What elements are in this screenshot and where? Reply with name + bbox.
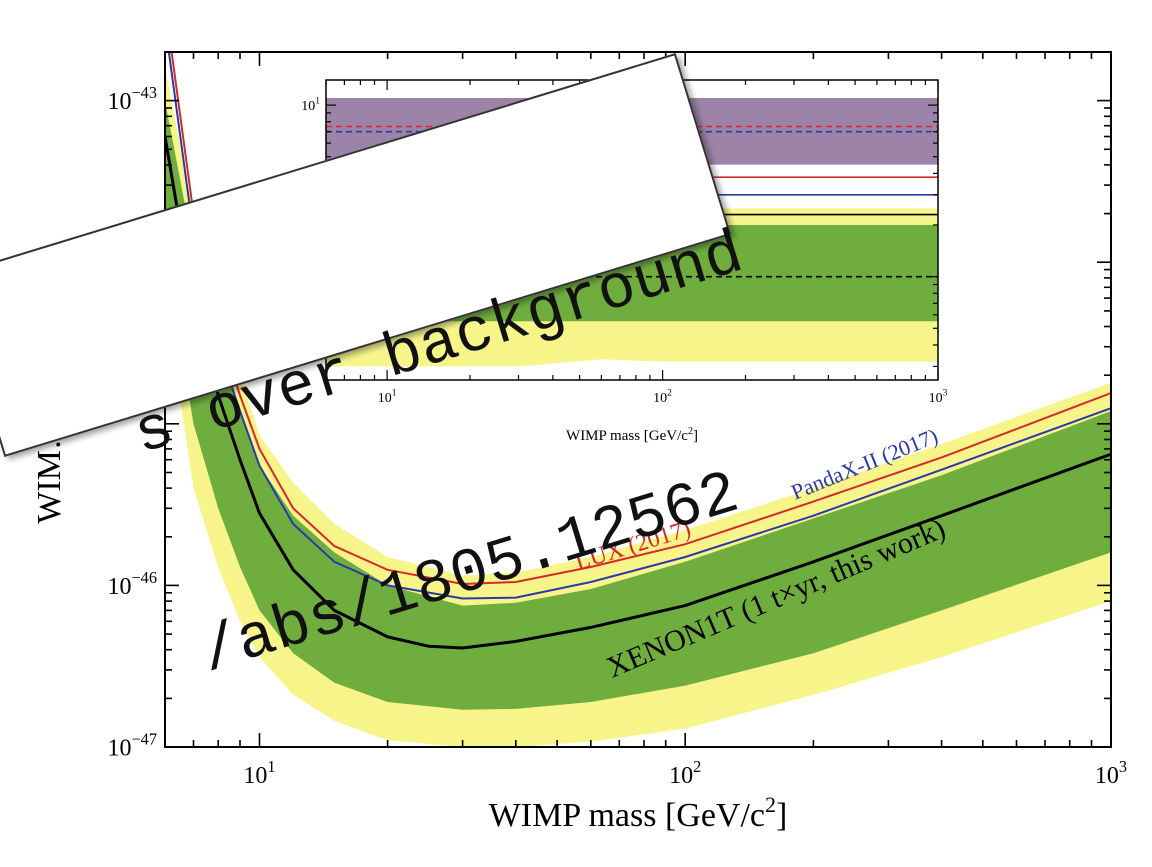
main-x-tick-exp: 3 bbox=[1119, 757, 1127, 776]
main-x-tick-exp: 1 bbox=[267, 757, 275, 776]
main-y-tick-label: 10−46 bbox=[107, 568, 157, 600]
main-y-tick-base: 10 bbox=[107, 574, 131, 600]
main-x-tick-base: 10 bbox=[669, 763, 693, 789]
main-x-tick-label: 103 bbox=[1095, 757, 1127, 789]
overlay-line-1: s over background bbox=[125, 218, 752, 471]
main-x-axis-title-text: WIMP mass [GeV/c bbox=[489, 797, 765, 834]
inset-x-tick-exp: 3 bbox=[943, 389, 948, 399]
main-series-line-0 bbox=[165, 136, 1111, 650]
main-x-tick-label: 102 bbox=[669, 757, 701, 789]
inset-x-tick-base: 10 bbox=[929, 391, 943, 406]
main-x-tick-exp: 2 bbox=[693, 757, 701, 776]
main-x-axis-title-end: ] bbox=[776, 797, 787, 834]
main-x-tick-base: 10 bbox=[1095, 763, 1119, 789]
inset-y-tick-base: 10 bbox=[301, 99, 315, 114]
main-y-tick-label: 10−47 bbox=[107, 730, 157, 762]
inset-x-tick-exp: 1 bbox=[392, 389, 397, 399]
main-y-tick-label: 10−43 bbox=[107, 83, 157, 115]
main-y-tick-exp: −43 bbox=[131, 83, 157, 102]
inset-y-tick-exp: 1 bbox=[315, 97, 320, 107]
main-x-axis-title-sup: 2 bbox=[765, 792, 776, 817]
main-y-tick-exp: −46 bbox=[131, 568, 157, 587]
main-y-tick-base: 10 bbox=[107, 735, 131, 761]
inset-x-tick-label: 103 bbox=[929, 389, 948, 406]
main-y-tick-base: 10 bbox=[107, 89, 131, 115]
main-x-tick-base: 10 bbox=[243, 763, 267, 789]
main-x-tick-label: 101 bbox=[243, 757, 275, 789]
main-y-tick-exp: −47 bbox=[131, 730, 157, 749]
main-x-axis-title: WIMP mass [GeV/c2] bbox=[489, 792, 788, 834]
main-band-1 bbox=[165, 100, 1111, 710]
inset-y-tick-label: 101 bbox=[301, 97, 320, 114]
